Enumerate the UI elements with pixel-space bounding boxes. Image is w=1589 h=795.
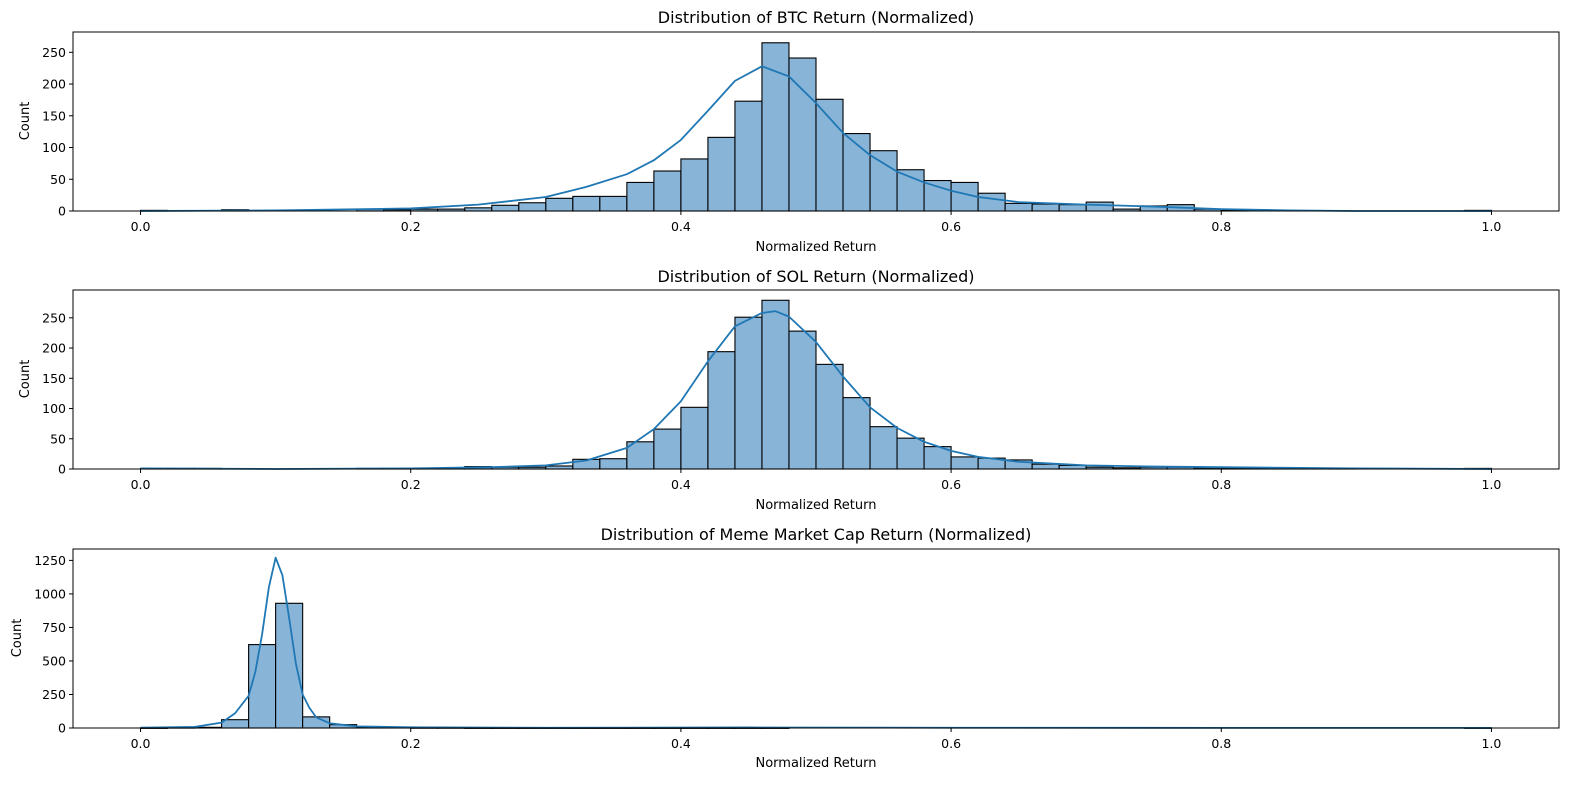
histogram-bar: [896, 437, 925, 470]
chart-title: Distribution of SOL Return (Normalized): [657, 267, 974, 286]
histogram-bar: [815, 363, 844, 470]
x-tick-label: 1.0: [1482, 477, 1502, 492]
sol-histogram-panel: Distribution of SOL Return (Normalized) …: [18, 267, 1560, 513]
histogram-bar: [707, 136, 736, 212]
y-tick-label: 150: [42, 371, 66, 386]
axes-frame: [72, 289, 1560, 470]
x-tick-label: 0.2: [401, 736, 421, 751]
histogram-bar: [869, 150, 898, 212]
histogram-bar: [761, 299, 790, 470]
chart-title: Distribution of BTC Return (Normalized): [658, 8, 974, 27]
x-tick-label: 0.4: [671, 477, 691, 492]
kde-line: [140, 310, 1492, 470]
histogram-bar: [1004, 202, 1033, 212]
x-tick-label: 1.0: [1482, 219, 1502, 234]
x-tick-label: 0.2: [401, 477, 421, 492]
histogram-bar: [734, 100, 763, 212]
histogram-bar: [707, 351, 736, 470]
x-tick-label: 0.6: [941, 477, 961, 492]
histogram-bar: [680, 406, 709, 470]
histogram-bar: [788, 330, 817, 470]
kde-line: [140, 556, 1492, 729]
kde-line: [140, 65, 1492, 212]
y-tick-label: 50: [50, 431, 66, 446]
x-axis-label: Normalized Return: [756, 756, 877, 771]
y-tick-label: 250: [42, 687, 66, 702]
histogram-bar: [626, 181, 655, 212]
histogram-bar: [842, 397, 871, 470]
histogram-bar: [248, 644, 277, 729]
y-tick-label: 100: [42, 401, 66, 416]
histogram-bar: [734, 316, 763, 470]
histogram-bar: [1058, 204, 1087, 212]
y-tick-label: 200: [42, 77, 66, 92]
histogram-bar: [653, 428, 682, 470]
histogram-bar: [572, 195, 601, 212]
histogram-bar: [923, 179, 952, 212]
x-tick-label: 0.0: [131, 477, 151, 492]
histogram-bar: [896, 169, 925, 212]
histogram-bar: [653, 170, 682, 212]
histogram-bar: [599, 458, 628, 470]
x-tick-label: 0.8: [1211, 477, 1231, 492]
y-tick-label: 150: [42, 108, 66, 123]
y-axis-label: Count: [18, 102, 33, 141]
histogram-bar: [518, 202, 547, 212]
y-tick-label: 250: [42, 45, 66, 60]
x-tick-label: 0.2: [401, 219, 421, 234]
histogram-bar: [1085, 201, 1114, 212]
histogram-bar: [1031, 463, 1060, 470]
y-tick-label: 200: [42, 341, 66, 356]
axes-frame: [72, 548, 1560, 729]
x-tick-label: 0.6: [941, 736, 961, 751]
histogram-bar: [869, 426, 898, 470]
x-tick-label: 0.0: [131, 219, 151, 234]
histogram-bar: [491, 204, 520, 212]
meme-histogram-panel: Distribution of Meme Market Cap Return (…: [10, 525, 1560, 771]
y-tick-label: 1000: [34, 586, 66, 601]
histogram-bar: [977, 192, 1006, 212]
x-tick-label: 0.4: [671, 736, 691, 751]
y-axis-label: Count: [18, 360, 33, 399]
y-tick-label: 0: [58, 721, 66, 736]
y-tick-label: 50: [50, 172, 66, 187]
y-tick-label: 500: [42, 653, 66, 668]
y-tick-label: 0: [58, 462, 66, 477]
x-tick-label: 0.6: [941, 219, 961, 234]
x-tick-label: 0.8: [1211, 736, 1231, 751]
histogram-bar: [545, 197, 574, 212]
y-tick-label: 1250: [34, 553, 66, 568]
histogram-bar: [599, 195, 628, 212]
y-tick-label: 100: [42, 140, 66, 155]
y-axis-label: Count: [10, 619, 25, 658]
histogram-bar: [815, 98, 844, 212]
y-tick-label: 0: [58, 204, 66, 219]
x-tick-label: 0.8: [1211, 219, 1231, 234]
chart-title: Distribution of Meme Market Cap Return (…: [601, 525, 1032, 544]
histogram-bars: [140, 602, 1493, 729]
axes-frame: [72, 31, 1560, 212]
x-axis-label: Normalized Return: [756, 498, 877, 513]
y-tick-label: 250: [42, 310, 66, 325]
histogram-bars: [140, 299, 1493, 470]
x-tick-label: 0.4: [671, 219, 691, 234]
y-tick-label: 750: [42, 620, 66, 635]
btc-histogram-panel: Distribution of BTC Return (Normalized) …: [18, 8, 1560, 255]
x-tick-label: 0.0: [131, 736, 151, 751]
histogram-bar: [950, 456, 979, 470]
histogram-bar: [221, 719, 250, 729]
histogram-bar: [680, 158, 709, 212]
x-tick-label: 1.0: [1482, 736, 1502, 751]
histogram-bar: [1031, 203, 1060, 212]
x-axis-label: Normalized Return: [756, 240, 877, 255]
histogram-bars: [140, 42, 1493, 212]
